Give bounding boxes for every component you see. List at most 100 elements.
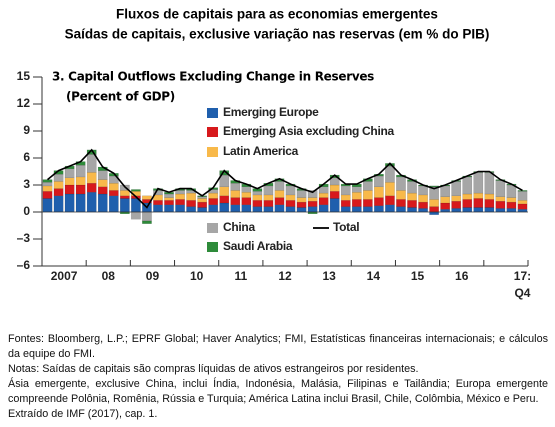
note: Notas: Saídas de capitais são compras lí… (8, 363, 419, 375)
bar-segment (407, 200, 417, 208)
bar-segment (517, 203, 528, 210)
bar-segment (142, 195, 152, 200)
note: Ásia emergente, exclusive China, inclui … (8, 378, 548, 405)
bar-segment (53, 173, 64, 182)
bar-segment (263, 185, 274, 196)
bar-segment (506, 197, 517, 203)
bar-segment (385, 165, 395, 183)
bar-segment (274, 181, 285, 191)
bar-segment (53, 181, 64, 189)
legend-label: China (223, 220, 255, 234)
bar-segment (42, 185, 53, 192)
bar-segment (230, 190, 241, 198)
bar-segment (374, 197, 384, 206)
bar-segment (53, 195, 64, 213)
bar-segment (153, 204, 163, 213)
bar-segment (142, 211, 152, 222)
bar-segment (219, 195, 230, 204)
bar-segment (385, 204, 395, 213)
bar-segment (241, 191, 252, 198)
legend-swatch (207, 147, 218, 157)
bar-segment (97, 170, 108, 180)
bar-segment (517, 191, 528, 201)
bar-segment (108, 182, 119, 191)
bar-segment (451, 195, 462, 202)
bar-segment (208, 204, 219, 213)
legend-swatch (207, 108, 218, 118)
bar-segment (75, 184, 86, 195)
bar-segment (131, 189, 141, 192)
bar-segment (263, 200, 274, 207)
bar-segment (164, 197, 174, 201)
bar-segment (396, 190, 406, 200)
bar-segment (307, 197, 318, 202)
bar-segment (363, 190, 373, 200)
x-tick-label: 16 (455, 269, 469, 283)
bar-segment (396, 199, 406, 207)
bar-segment (429, 206, 439, 213)
bar-segment (340, 194, 351, 201)
bar-segment (374, 186, 384, 198)
y-tick-label: 12 (17, 96, 31, 110)
bar-segment (241, 197, 252, 206)
panel-subtitle: (Percent of GDP) (66, 90, 175, 104)
bar-segment (340, 200, 351, 207)
note: Fontes: Bloomberg, L.P.; EPRF Global; Ha… (8, 333, 548, 360)
bar-segment (186, 206, 196, 213)
bar-segment (175, 199, 185, 205)
bar-segment (75, 176, 86, 186)
bar-segment (517, 209, 528, 213)
bar-segment (495, 180, 506, 197)
bar-segment (374, 175, 384, 188)
bar-segment (351, 206, 362, 213)
bar-segment (451, 200, 462, 209)
bar-segment (374, 205, 384, 213)
bar-segment (296, 190, 307, 198)
bar-segment (495, 200, 506, 209)
bar-segment (120, 198, 130, 213)
bar-segment (164, 204, 174, 213)
bar-segment (484, 193, 495, 200)
bar-segment (429, 211, 439, 215)
bar-segment (142, 220, 152, 224)
bar-segment (86, 191, 97, 213)
x-tick-label: 10 (189, 269, 204, 283)
legend-label: Emerging Europe (223, 105, 319, 119)
bar-segment (495, 208, 506, 213)
bar-segment (340, 185, 351, 196)
bar-segment (473, 192, 484, 199)
bar-segment (241, 186, 252, 193)
chart: Fluxos de capitais para as economias eme… (17, 7, 529, 272)
bar-segment (307, 206, 318, 213)
x-tick-label: 2007 (50, 269, 78, 283)
bar-segment (75, 193, 86, 213)
bar-segment (473, 172, 484, 194)
legend-label: Emerging Asia excluding China (223, 124, 395, 138)
bar-segment (462, 193, 473, 200)
bar-segment (363, 206, 373, 213)
bar-segment (263, 206, 274, 213)
bar-segment (164, 193, 174, 198)
bar-segment (363, 181, 373, 191)
bar-segment (351, 199, 362, 207)
bar-segment (230, 204, 241, 213)
bar-segment (263, 194, 274, 201)
bar-segment (64, 168, 75, 179)
x-tick-label: 11 (234, 269, 248, 283)
bar-segment (219, 186, 230, 197)
bar-segment (407, 207, 417, 213)
bar-segment (363, 199, 373, 207)
legend-label: Total (333, 220, 359, 234)
bar-segment (396, 206, 406, 213)
y-tick-label: –3 (17, 231, 31, 245)
bar-segment (462, 207, 473, 213)
bar-segment (418, 201, 428, 209)
bar-segment (197, 196, 207, 199)
bar-segment (53, 188, 64, 197)
notes: Fontes: Bloomberg, L.P.; EPRF Global; Ha… (8, 332, 548, 422)
bar-segment (252, 200, 263, 207)
bar-segment (318, 192, 329, 198)
bar-segment (462, 199, 473, 208)
bar-segment (473, 198, 484, 208)
